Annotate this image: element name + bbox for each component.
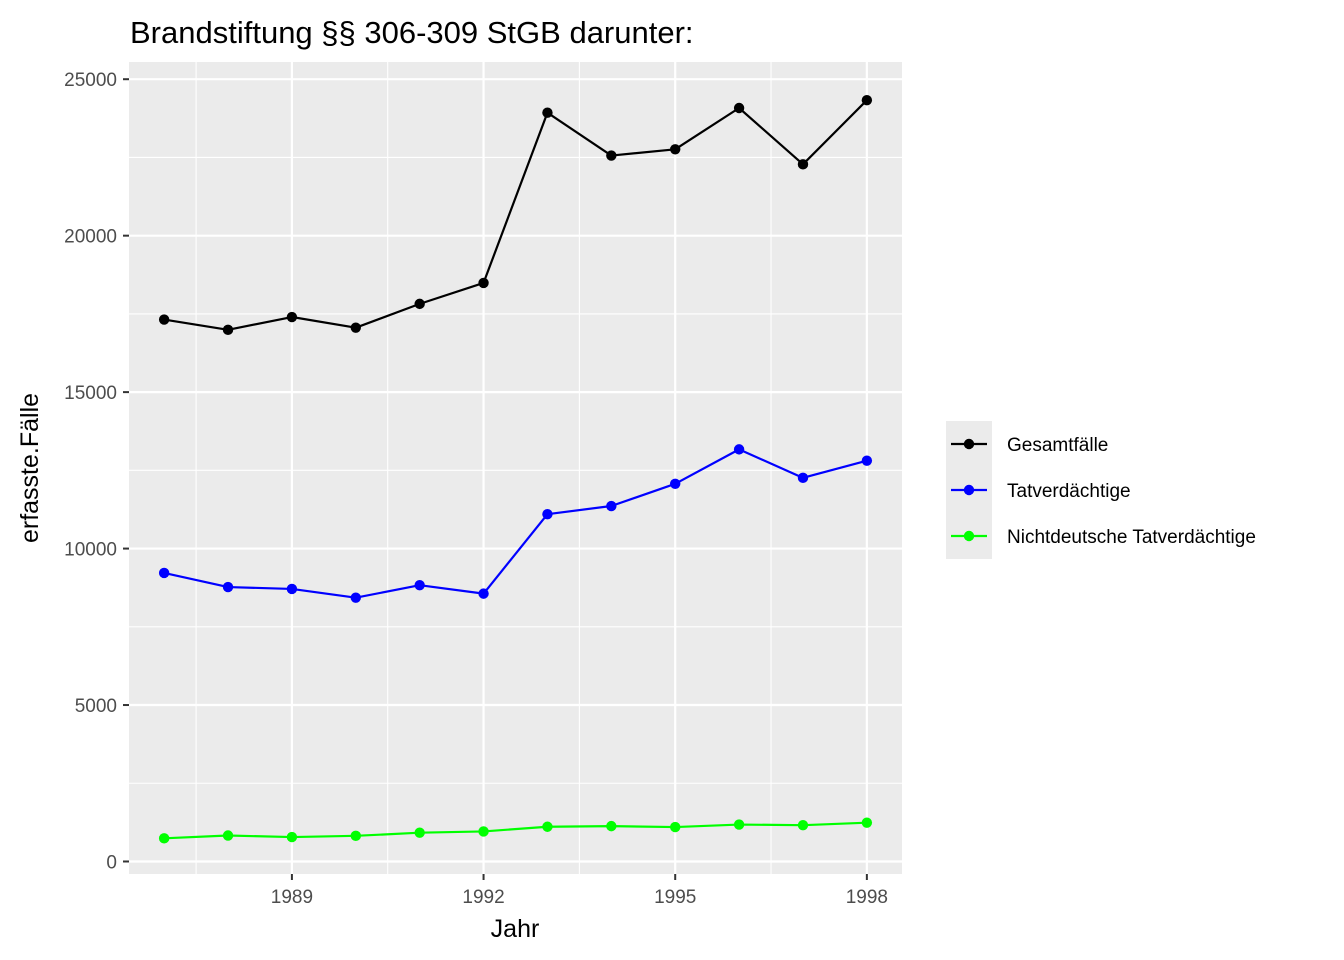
legend-key-point [963, 438, 975, 450]
data-point [542, 107, 553, 118]
data-point [733, 444, 745, 455]
data-point [286, 583, 298, 595]
minor-gridlines [129, 62, 902, 874]
data-point [414, 298, 425, 310]
x-tick-label: 1992 [462, 887, 504, 908]
data-point [670, 821, 681, 833]
data-point [222, 324, 234, 336]
data-point [670, 478, 681, 490]
axis-ticks: 1989 1992 1995 1998 0 5000 10000 15000 20000 2500… [64, 70, 888, 908]
chart-title: Brandstiftung §§ 306-309 StGB darunter: [130, 15, 694, 50]
series-layer [158, 94, 873, 844]
data-point [861, 94, 873, 106]
data-point [478, 826, 489, 837]
plot-panel [129, 62, 902, 874]
data-point [222, 830, 234, 841]
y-axis-title: erfasste.Fälle [16, 393, 44, 543]
data-point [286, 831, 298, 843]
major-gridlines [129, 62, 902, 874]
y-tick-label: 0 [106, 852, 117, 873]
data-point [861, 455, 873, 466]
x-tick-label: 1989 [271, 887, 313, 908]
series-line-3 [164, 821, 867, 840]
data-point [606, 500, 617, 512]
data-point [158, 314, 170, 325]
y-tick-label: 25000 [64, 70, 117, 91]
x-tick-label: 1998 [846, 887, 888, 908]
data-point [350, 592, 361, 603]
data-point [286, 311, 298, 323]
data-point [733, 819, 745, 830]
series-line-2 [163, 448, 868, 599]
data-point [478, 588, 489, 599]
legend-label: Gesamtfälle [1007, 435, 1108, 456]
data-point [670, 144, 681, 155]
data-point [478, 277, 489, 289]
y-tick-label: 20000 [64, 227, 117, 248]
data-point [797, 819, 809, 831]
data-point [797, 472, 809, 484]
x-axis-title: Jahr [491, 915, 540, 943]
data-point [222, 581, 234, 593]
data-point [414, 579, 425, 591]
data-point [350, 322, 361, 333]
series-line-1 [163, 99, 868, 331]
data-point [542, 508, 553, 520]
legend-label: Nichtdeutsche Tatverdächtige [1007, 527, 1256, 548]
data-point [414, 827, 425, 838]
y-tick-label: 15000 [64, 383, 117, 404]
x-tick-label: 1995 [654, 887, 696, 908]
legend-key-point [963, 484, 975, 496]
y-tick-label: 10000 [64, 540, 117, 561]
legend-label: Tatverdächtige [1007, 481, 1131, 502]
data-point [350, 830, 361, 842]
data-point [158, 833, 170, 844]
data-point [797, 159, 809, 170]
data-point [542, 821, 553, 832]
data-point [606, 820, 617, 832]
y-tick-label: 5000 [75, 696, 117, 717]
data-point [606, 150, 617, 161]
data-point [861, 817, 873, 828]
legend: Gesamtfälle Tatverdächtige Nichtdeutsche T… [946, 421, 1256, 559]
data-point [158, 567, 170, 579]
data-point [733, 102, 745, 114]
legend-key-point [963, 530, 975, 542]
